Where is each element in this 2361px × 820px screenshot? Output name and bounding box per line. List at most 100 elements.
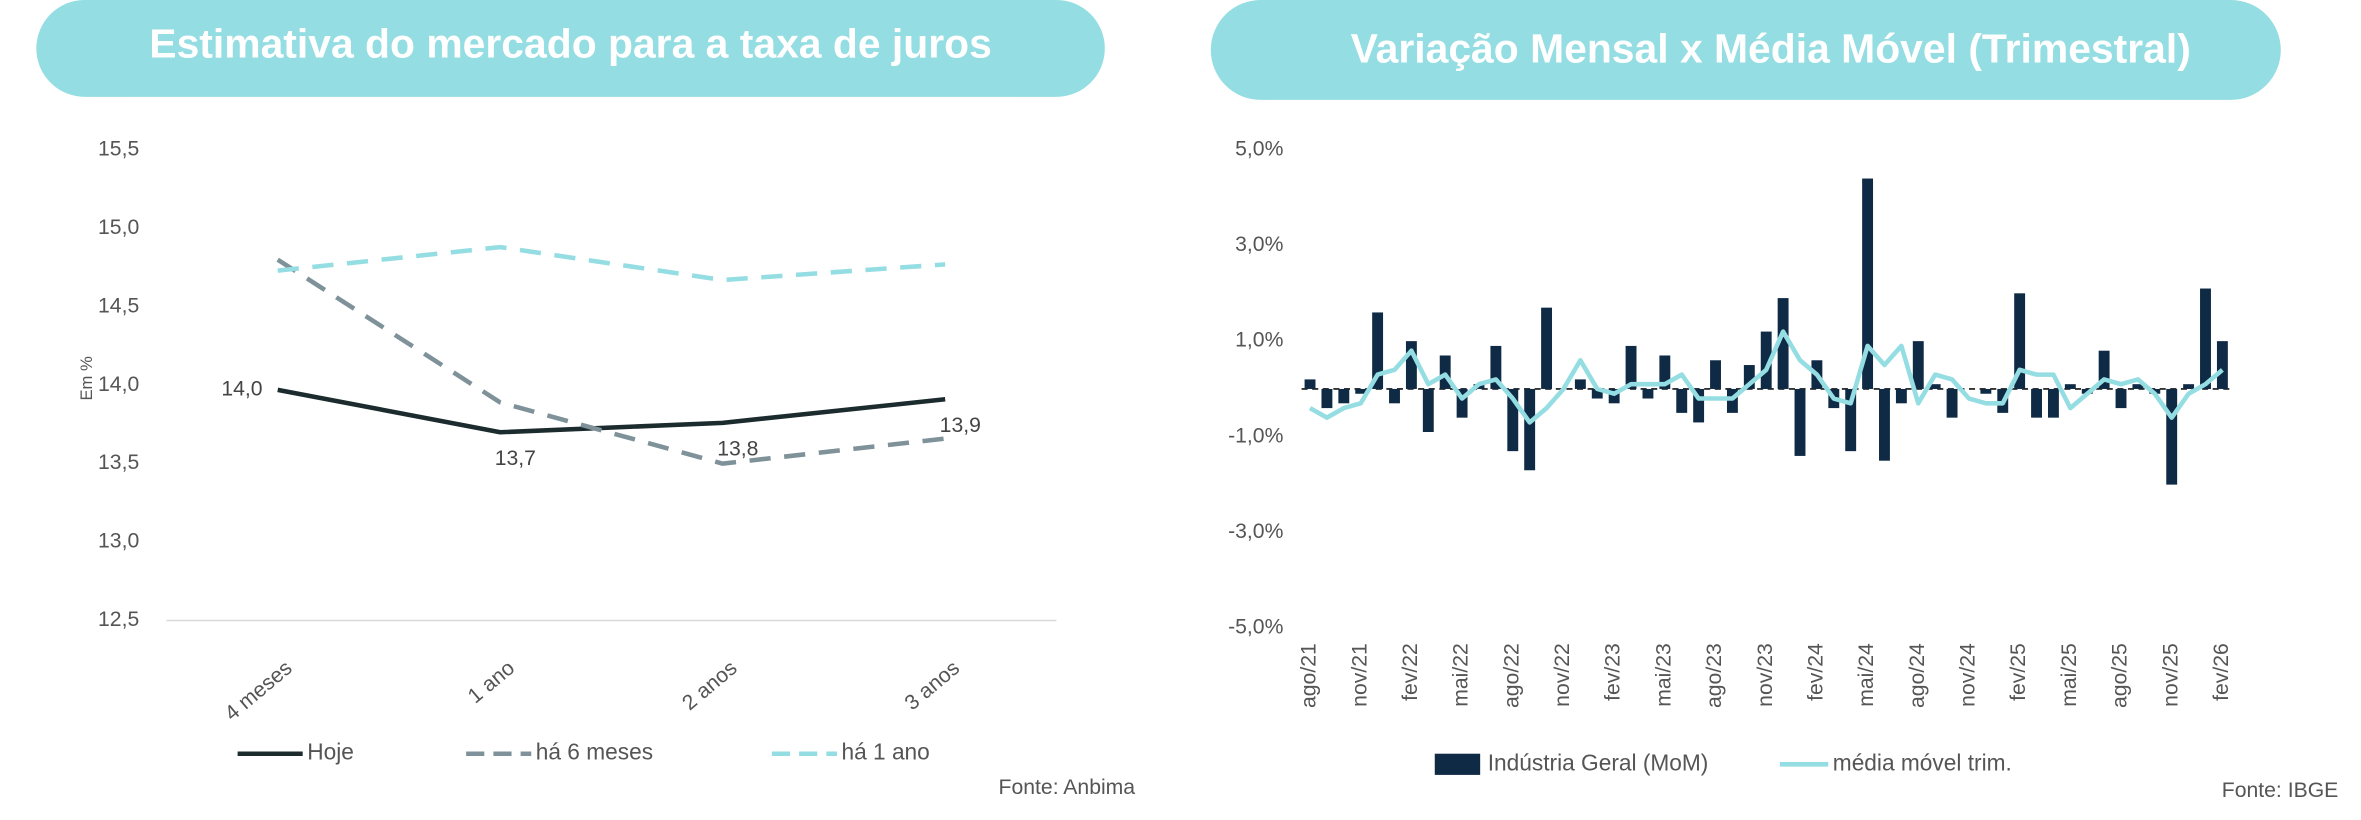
x-tick-label: fev/24 xyxy=(1804,643,1827,701)
bar xyxy=(1456,388,1468,418)
bar xyxy=(1422,388,1434,433)
x-tick-label: ago/21 xyxy=(1298,643,1321,708)
y-tick-label: -3,0% xyxy=(1228,520,1283,543)
x-tick-label: mai/24 xyxy=(1855,643,1878,707)
chart-title: Estimativa do mercado para a taxa de jur… xyxy=(149,21,991,67)
bar xyxy=(1608,388,1620,404)
x-tick-label: 4 meses xyxy=(221,656,297,725)
bar xyxy=(1777,298,1789,389)
bar xyxy=(2216,341,2228,389)
y-tick-label: 1,0% xyxy=(1235,329,1283,352)
bar xyxy=(1507,388,1519,452)
y-tick-label: -5,0% xyxy=(1228,616,1283,639)
bar xyxy=(1726,388,1738,413)
y-tick-label: 14,0 xyxy=(98,373,139,396)
source: Fonte: Anbima xyxy=(999,776,1136,799)
bar xyxy=(1929,384,1941,389)
x-tick-label: nov/24 xyxy=(1957,643,1980,707)
data-label: 14,0 xyxy=(221,377,262,400)
x-tick-label: fev/23 xyxy=(1602,643,1625,701)
bar xyxy=(1389,388,1400,404)
bar xyxy=(1659,355,1671,389)
title-banner xyxy=(36,0,1105,97)
line xyxy=(277,387,946,435)
x-tick-label: nov/25 xyxy=(2159,643,2182,707)
bar xyxy=(1743,365,1755,389)
data-label: 13,9 xyxy=(940,414,981,437)
bar xyxy=(1760,331,1772,389)
bar xyxy=(1946,388,1958,418)
chart-title: Variação Mensal x Média Móvel (Trimestra… xyxy=(1351,25,2191,71)
bar xyxy=(2183,384,2195,389)
x-tick-label: mai/22 xyxy=(1450,643,1473,707)
y-tick-label: 3,0% xyxy=(1235,233,1283,256)
bar xyxy=(1541,307,1553,389)
bar xyxy=(2200,288,2211,389)
bar xyxy=(1490,345,1502,389)
bar xyxy=(1912,341,1924,389)
y-tick-label: 13,5 xyxy=(98,451,139,474)
x-tick-label: ago/25 xyxy=(2109,643,2132,708)
x-tick-label: fev/25 xyxy=(2007,643,2030,701)
title-banner xyxy=(1210,0,2281,100)
x-tick-label: nov/21 xyxy=(1348,643,1371,707)
x-tick-label: 2 anos xyxy=(678,656,741,714)
y-tick-label: 5,0% xyxy=(1235,137,1283,160)
legend-label: Hoje xyxy=(307,739,354,765)
x-tick-label: ago/24 xyxy=(1906,643,1929,708)
y-tick-label: 13,0 xyxy=(98,530,139,553)
bar xyxy=(1879,388,1890,461)
x-tick-label: 1 ano xyxy=(464,656,519,708)
bar xyxy=(1321,388,1333,409)
bar xyxy=(2047,388,2059,418)
x-tick-label: mai/23 xyxy=(1652,643,1675,707)
line xyxy=(1308,329,2224,425)
y-tick-label: 15,0 xyxy=(98,216,139,239)
y-tick-label: 14,5 xyxy=(98,294,139,317)
y-axis-label: Em % xyxy=(77,356,96,401)
bar xyxy=(1693,388,1705,423)
bar xyxy=(2014,293,2026,389)
x-tick-label: fev/22 xyxy=(1399,643,1422,701)
bar xyxy=(1591,388,1603,399)
bar xyxy=(2098,350,2110,389)
x-tick-label: 3 anos xyxy=(901,656,964,714)
data-label: 13,7 xyxy=(495,447,536,470)
bar xyxy=(1372,312,1384,389)
source: Fonte: IBGE xyxy=(2222,779,2338,802)
x-tick-label: mai/25 xyxy=(2058,643,2081,707)
data-label: 13,8 xyxy=(717,438,758,461)
legend-label: média móvel trim. xyxy=(1833,749,2012,775)
legend-label: Indústria Geral (MoM) xyxy=(1488,749,1709,775)
bar xyxy=(1524,388,1536,471)
bar xyxy=(1676,388,1688,413)
bar xyxy=(1625,345,1637,389)
bar xyxy=(1642,388,1654,399)
bar xyxy=(1980,388,1992,394)
y-tick-label: 15,5 xyxy=(98,137,139,160)
bar xyxy=(1439,355,1451,389)
bar xyxy=(2115,388,2127,409)
bar xyxy=(1895,388,1907,404)
line xyxy=(277,244,946,283)
legend-label: há 1 ano xyxy=(841,739,929,765)
x-tick-label: ago/23 xyxy=(1703,643,1726,708)
bar xyxy=(1845,388,1857,452)
x-tick-label: fev/26 xyxy=(2210,643,2233,701)
bar xyxy=(2031,388,2042,418)
legend-label: há 6 meses xyxy=(536,739,653,765)
bar xyxy=(1862,178,1874,389)
y-tick-label: -1,0% xyxy=(1228,424,1283,447)
bar xyxy=(1710,360,1721,389)
bar xyxy=(1794,388,1806,456)
bar xyxy=(2132,384,2144,389)
bar xyxy=(1338,388,1350,404)
legend-swatch xyxy=(1434,753,1481,775)
y-tick-label: 12,5 xyxy=(98,608,139,631)
x-tick-label: ago/22 xyxy=(1500,643,1523,708)
bar xyxy=(2064,384,2076,389)
bar xyxy=(1304,379,1316,389)
bar xyxy=(2166,388,2178,485)
x-tick-label: nov/23 xyxy=(1754,643,1777,707)
